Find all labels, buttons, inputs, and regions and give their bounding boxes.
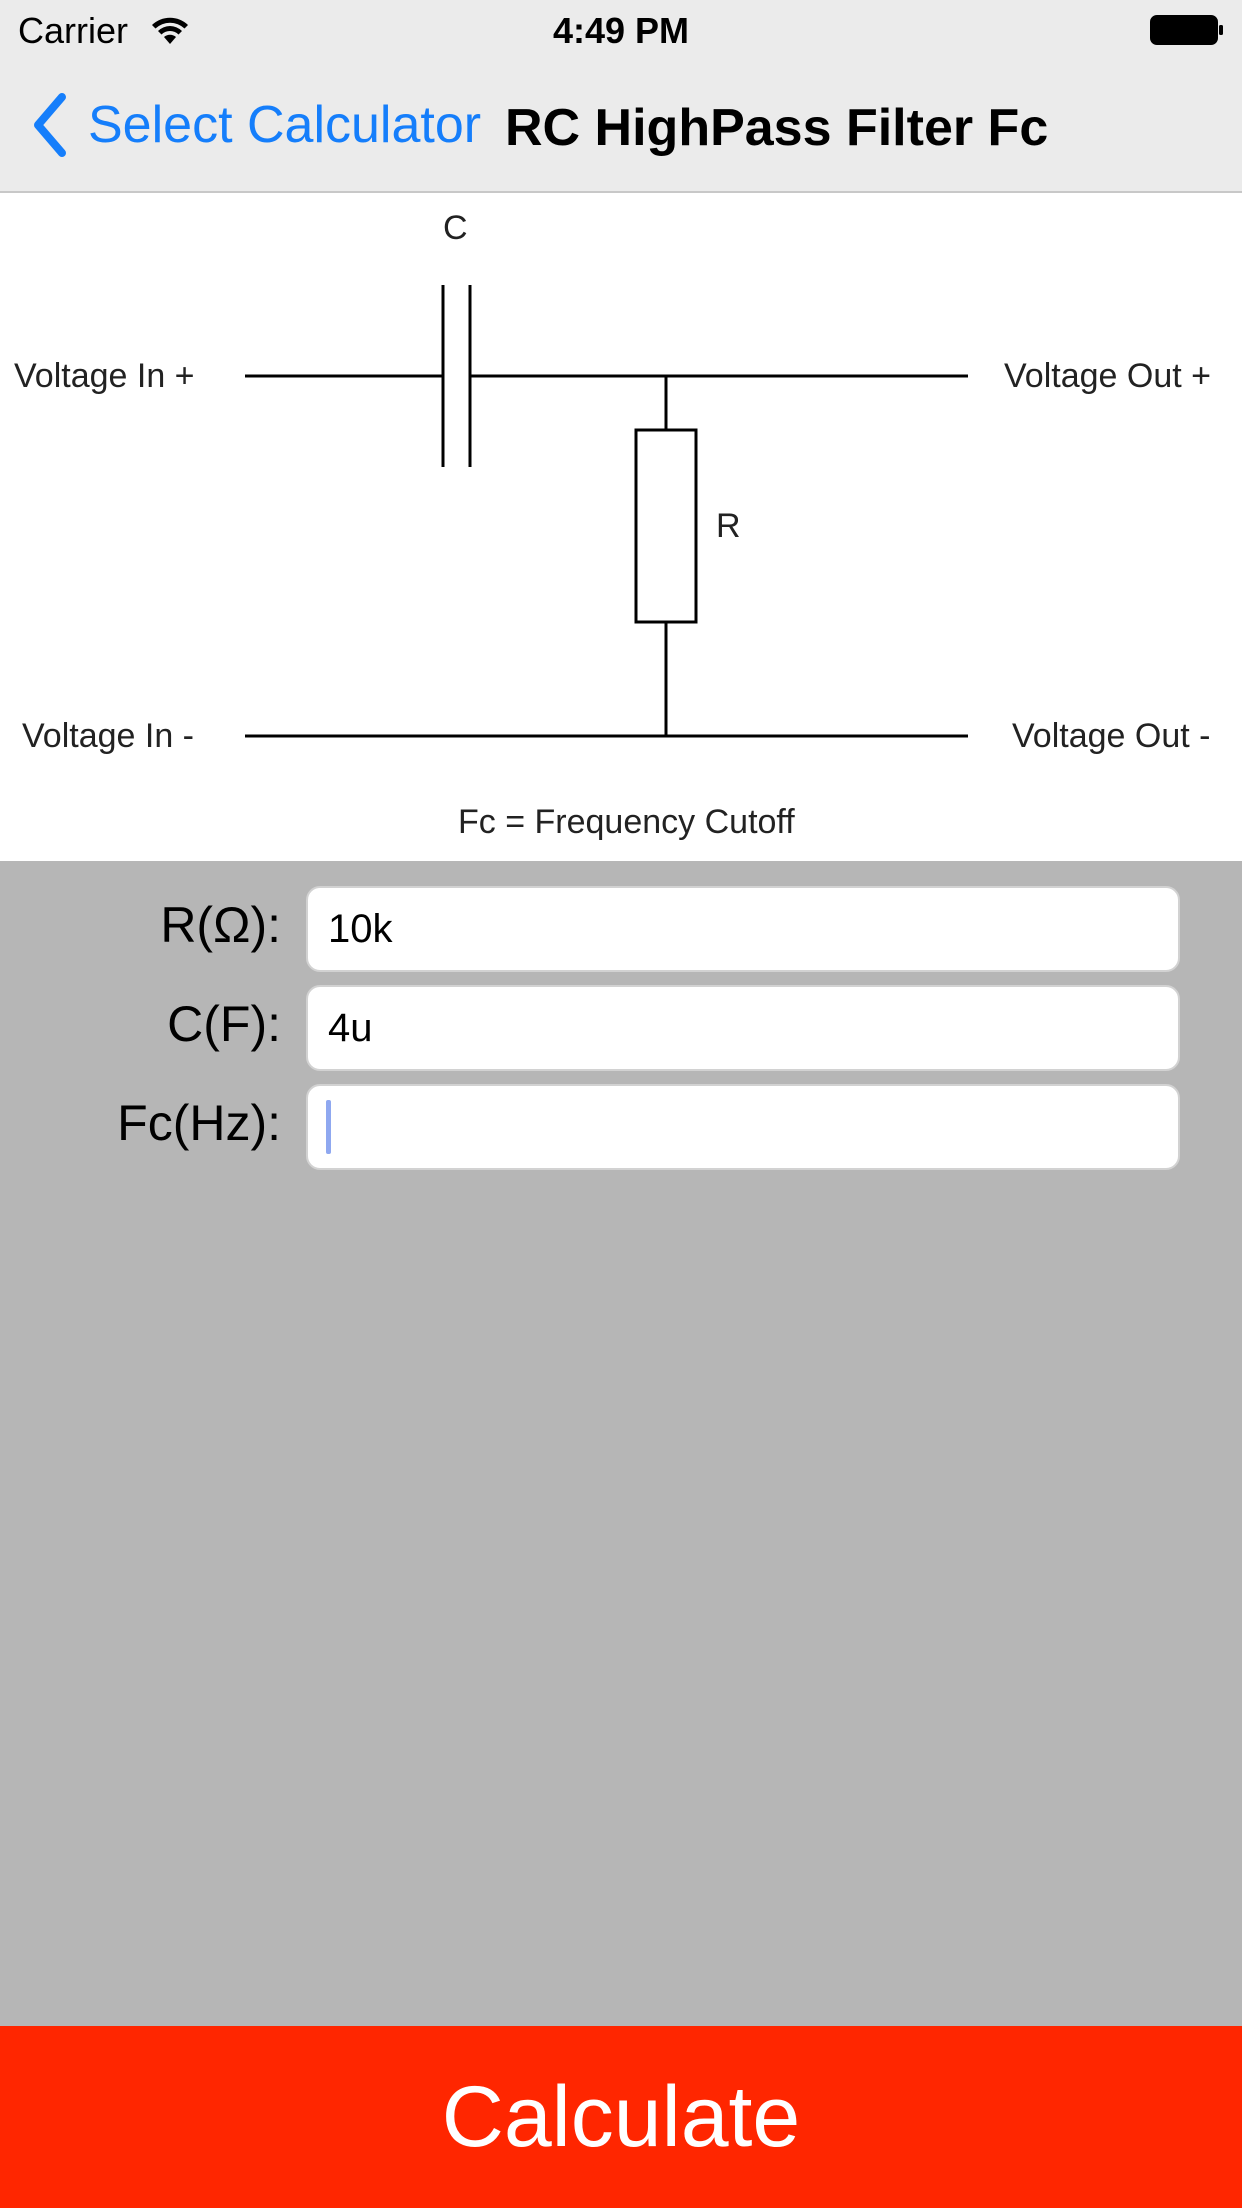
frequency-input[interactable] xyxy=(306,1084,1180,1170)
chevron-left-icon xyxy=(34,93,66,157)
battery-icon xyxy=(1150,15,1223,45)
back-button-label: Select Calculator xyxy=(88,96,482,154)
navigation-bar: Select Calculator RC HighPass Filter Fc xyxy=(0,60,1242,193)
text-cursor xyxy=(326,1100,331,1154)
back-button[interactable]: Select Calculator xyxy=(30,90,481,160)
resistor-body xyxy=(634,428,698,624)
capacitance-row: C(F): xyxy=(0,985,1242,1075)
status-time: 4:49 PM xyxy=(552,10,690,51)
circuit-diagram: C Voltage In + Voltage Out + R Voltage I… xyxy=(0,193,1242,861)
voltage-out-plus-label: Voltage Out + xyxy=(1004,357,1211,395)
circuit-schematic xyxy=(245,285,968,738)
resistance-label: R(Ω): xyxy=(160,897,281,953)
frequency-label: Fc(Hz): xyxy=(117,1095,281,1151)
voltage-in-minus-label: Voltage In - xyxy=(22,717,195,755)
diagram-caption: Fc = Frequency Cutoff xyxy=(458,803,795,841)
voltage-out-minus-label: Voltage Out - xyxy=(1012,717,1211,755)
frequency-row: Fc(Hz): xyxy=(0,1084,1242,1174)
resistance-input[interactable] xyxy=(306,886,1180,972)
page-title: RC HighPass Filter Fc xyxy=(505,99,1049,157)
capacitor-label: C xyxy=(443,209,468,247)
calculate-button[interactable]: Calculate xyxy=(0,2026,1242,2208)
wifi-icon xyxy=(152,17,188,44)
carrier-label: Carrier xyxy=(18,10,129,51)
status-bar: Carrier 4:49 PM xyxy=(0,0,1242,60)
capacitance-input[interactable] xyxy=(306,985,1180,1071)
resistance-row: R(Ω): xyxy=(0,886,1242,976)
voltage-in-plus-label: Voltage In + xyxy=(14,357,195,395)
resistor-label: R xyxy=(716,507,741,545)
capacitance-label: C(F): xyxy=(167,996,281,1052)
